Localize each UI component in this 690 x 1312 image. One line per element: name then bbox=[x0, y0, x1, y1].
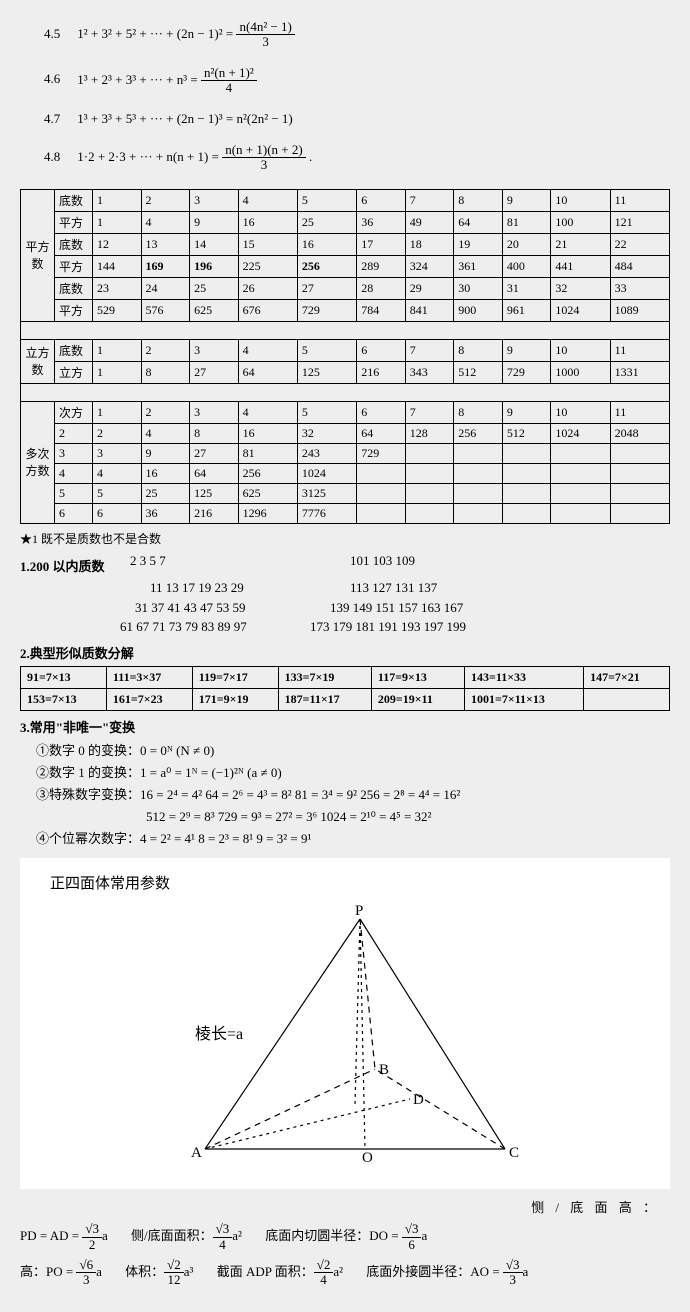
formula-lhs: 1² + 3² + 5² + ··· + (2n − 1)² = bbox=[77, 26, 233, 41]
svg-text:O: O bbox=[362, 1150, 373, 1166]
svg-text:A: A bbox=[191, 1145, 202, 1161]
transforms-block: ①数字 0 的变换：0 = 0ᴺ (N ≠ 0) ②数字 1 的变换：1 = a… bbox=[36, 740, 670, 850]
tetrahedron-svg: P A B C D O 棱长=a bbox=[165, 899, 525, 1179]
star-note: ★1 既不是质数也不是合数 bbox=[20, 530, 670, 547]
svg-text:P: P bbox=[355, 903, 363, 919]
formula-4-6: 4.6 1³ + 2³ + 3³ + ··· + n³ = n²(n + 1)²… bbox=[44, 66, 670, 96]
factor-table: 91=7×13111=3×37119=7×17133=7×19117=9×131… bbox=[20, 666, 670, 711]
formula-4-5: 4.5 1² + 3² + 5² + ··· + (2n − 1)² = n(4… bbox=[44, 20, 670, 50]
formula-4-8: 4.8 1·2 + 2·3 + ··· + n(n + 1) = n(n + 1… bbox=[44, 143, 670, 173]
transforms-title: 3.常用"非唯一"变换 bbox=[20, 717, 670, 736]
powers-header: 多次方数 bbox=[21, 401, 55, 523]
svg-text:B: B bbox=[379, 1062, 389, 1078]
svg-text:D: D bbox=[413, 1092, 424, 1108]
svg-text:棱长=a: 棱长=a bbox=[195, 1025, 243, 1043]
bottom-formulas-2: 高：PO = √63a 体积：√212a³ 截面 ADP 面积：√24a² 底面… bbox=[20, 1258, 670, 1288]
factor-title: 2.典型形似质数分解 bbox=[20, 643, 670, 662]
primes-block: 1.200 以内质数2 3 5 7101 103 109 11 13 17 19… bbox=[20, 551, 670, 637]
squares-table: 平方数 底数1234567891011 平方149162536496481100… bbox=[20, 189, 670, 524]
fraction: n(4n² − 1) 3 bbox=[236, 20, 294, 50]
bottom-formulas-1: PD = AD = √32a 侧/底面面积：√34a² 底面内切圆半径：DO =… bbox=[20, 1222, 670, 1252]
squares-header: 平方数 bbox=[21, 189, 55, 321]
table-spacer bbox=[21, 383, 670, 401]
formula-4-7: 4.7 1³ + 3³ + 5³ + ··· + (2n − 1)³ = n²(… bbox=[44, 111, 670, 127]
sideface-label: 恻 / 底 面 高 ： bbox=[20, 1197, 660, 1216]
tetrahedron-diagram: 正四面体常用参数 P A B C D O 棱长=a bbox=[20, 858, 670, 1189]
svg-text:C: C bbox=[509, 1145, 519, 1161]
table-spacer bbox=[21, 321, 670, 339]
formula-number: 4.5 bbox=[44, 26, 74, 42]
diagram-title: 正四面体常用参数 bbox=[50, 872, 660, 893]
cubes-header: 立方数 bbox=[21, 339, 55, 383]
